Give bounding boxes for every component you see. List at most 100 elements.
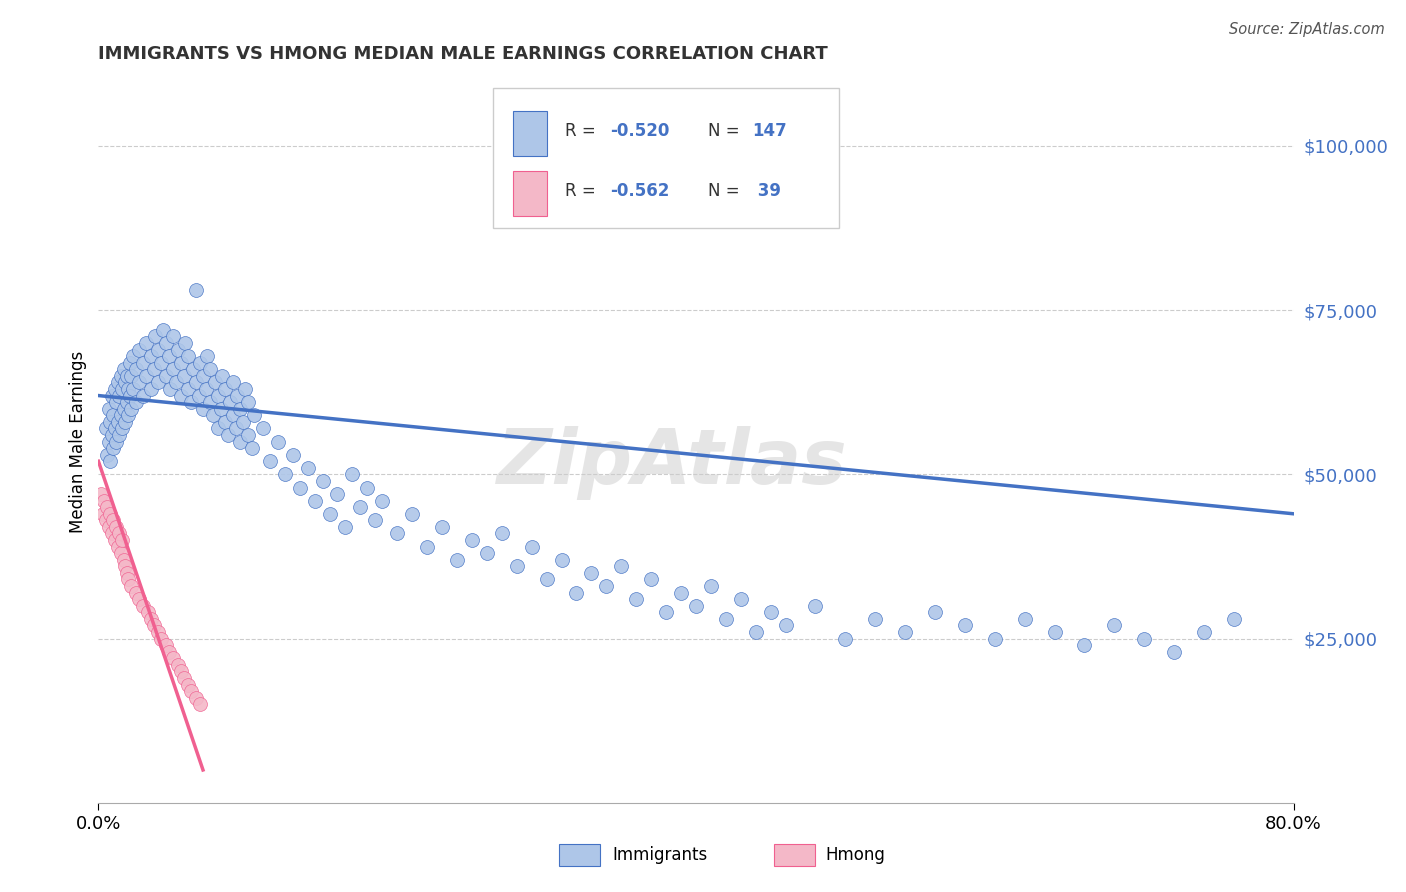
Point bbox=[222, 409, 245, 423]
Point bbox=[319, 507, 342, 521]
Point bbox=[96, 448, 118, 462]
Point bbox=[311, 474, 333, 488]
Point bbox=[112, 553, 135, 567]
Point bbox=[401, 507, 423, 521]
Point bbox=[181, 362, 204, 376]
Point bbox=[1073, 638, 1095, 652]
Text: Immigrants: Immigrants bbox=[613, 846, 707, 863]
Point bbox=[953, 618, 976, 632]
Point bbox=[118, 388, 141, 402]
Point bbox=[128, 376, 150, 390]
Point bbox=[107, 376, 129, 390]
Point bbox=[655, 605, 678, 619]
Point bbox=[281, 448, 304, 462]
Point bbox=[114, 376, 136, 390]
Point bbox=[110, 368, 132, 383]
Point bbox=[108, 526, 131, 541]
Point bbox=[211, 368, 233, 383]
Point bbox=[142, 618, 165, 632]
Point bbox=[759, 605, 782, 619]
FancyBboxPatch shape bbox=[494, 87, 839, 228]
Point bbox=[342, 467, 364, 482]
Point bbox=[108, 428, 131, 442]
Point bbox=[188, 698, 211, 712]
Point bbox=[214, 382, 236, 396]
Point bbox=[173, 671, 195, 685]
Point bbox=[148, 625, 170, 640]
Point bbox=[430, 520, 453, 534]
Point bbox=[804, 599, 827, 613]
Point bbox=[520, 540, 543, 554]
Text: IMMIGRANTS VS HMONG MEDIAN MALE EARNINGS CORRELATION CHART: IMMIGRANTS VS HMONG MEDIAN MALE EARNINGS… bbox=[98, 45, 828, 63]
Point bbox=[111, 533, 134, 547]
Point bbox=[184, 376, 207, 390]
Point bbox=[177, 349, 200, 363]
Point bbox=[984, 632, 1007, 646]
Point bbox=[166, 343, 188, 357]
Point bbox=[288, 481, 311, 495]
Point bbox=[97, 520, 120, 534]
Point bbox=[136, 605, 159, 619]
Point bbox=[195, 382, 218, 396]
Point bbox=[125, 362, 148, 376]
Point bbox=[461, 533, 484, 547]
Point bbox=[110, 546, 132, 560]
Point bbox=[233, 382, 256, 396]
Point bbox=[135, 368, 157, 383]
Bar bbox=[773, 844, 815, 865]
Point bbox=[229, 401, 252, 416]
Point bbox=[98, 507, 122, 521]
Point bbox=[714, 612, 737, 626]
Point bbox=[143, 329, 166, 343]
Point bbox=[125, 395, 148, 409]
Point bbox=[745, 625, 768, 640]
Point bbox=[91, 507, 114, 521]
Point bbox=[209, 401, 232, 416]
Point bbox=[1223, 612, 1246, 626]
Point bbox=[157, 349, 180, 363]
Point bbox=[148, 376, 170, 390]
Point bbox=[1043, 625, 1066, 640]
Point bbox=[103, 513, 125, 527]
Point bbox=[150, 632, 173, 646]
Point bbox=[184, 690, 207, 705]
Point bbox=[207, 388, 229, 402]
Point bbox=[104, 533, 127, 547]
Point bbox=[187, 388, 209, 402]
Point bbox=[139, 349, 162, 363]
Point bbox=[165, 376, 187, 390]
Point bbox=[333, 520, 356, 534]
Point bbox=[104, 382, 127, 396]
Point bbox=[152, 323, 174, 337]
Point bbox=[121, 382, 143, 396]
Point bbox=[111, 421, 134, 435]
Point bbox=[217, 428, 239, 442]
Text: Hmong: Hmong bbox=[825, 846, 884, 863]
Point bbox=[550, 553, 572, 567]
Point bbox=[226, 388, 249, 402]
Point bbox=[229, 434, 252, 449]
Point bbox=[93, 493, 115, 508]
Point bbox=[685, 599, 707, 613]
Point bbox=[180, 684, 202, 698]
Point bbox=[232, 415, 254, 429]
Point bbox=[90, 487, 112, 501]
Point bbox=[98, 415, 122, 429]
Point bbox=[236, 395, 259, 409]
Point bbox=[371, 493, 394, 508]
Point bbox=[117, 382, 139, 396]
Point bbox=[157, 645, 180, 659]
Bar bbox=[558, 844, 600, 865]
Point bbox=[506, 559, 529, 574]
Point bbox=[117, 573, 139, 587]
Bar bbox=[513, 170, 547, 216]
Point bbox=[103, 409, 125, 423]
Point bbox=[112, 401, 135, 416]
Point bbox=[640, 573, 662, 587]
Text: Source: ZipAtlas.com: Source: ZipAtlas.com bbox=[1229, 22, 1385, 37]
Point bbox=[142, 362, 165, 376]
Point bbox=[669, 585, 692, 599]
Point bbox=[120, 579, 142, 593]
Point bbox=[97, 401, 120, 416]
Text: N =: N = bbox=[709, 182, 745, 200]
